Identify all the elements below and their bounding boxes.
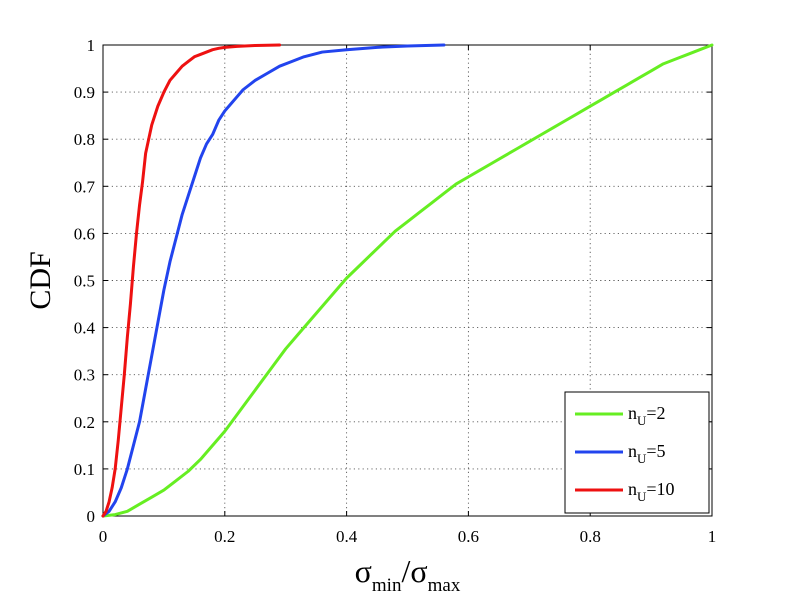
y-tick-label: 0.6 bbox=[74, 224, 95, 243]
legend-label-2: nU=5 bbox=[628, 441, 666, 466]
y-tick-label: 1 bbox=[87, 36, 96, 55]
y-tick-label: 0.1 bbox=[74, 460, 95, 479]
legend-label-sub: U bbox=[637, 413, 647, 428]
x-axis-title-part: / bbox=[401, 553, 410, 589]
series-line-3 bbox=[101, 43, 282, 518]
y-tick-label: 0.5 bbox=[74, 272, 95, 291]
legend-label-sub: U bbox=[637, 489, 647, 504]
legend-label-rest: =5 bbox=[646, 441, 665, 461]
legend-label-rest: =2 bbox=[646, 403, 665, 423]
x-axis-title-subscript: max bbox=[428, 575, 461, 594]
y-tick-label: 0.2 bbox=[74, 413, 95, 432]
series-line-2 bbox=[101, 43, 446, 518]
legend-label-base: n bbox=[628, 403, 637, 423]
legend-label-1: nU=2 bbox=[628, 403, 666, 428]
ticks: 0 0.2 0.4 0.6 0.8 1 0 0.1 0.2 0.3 0.4 0.5 0.6 0.7 0.8 0… bbox=[74, 36, 717, 546]
legend-label-rest: =10 bbox=[646, 479, 674, 499]
x-axis-title-subscript: min bbox=[372, 575, 402, 594]
y-tick-label: 0.4 bbox=[74, 319, 96, 338]
y-axis-title: CDF bbox=[24, 251, 57, 309]
y-tick-label: 0.3 bbox=[74, 366, 95, 385]
legend: nU=2nU=5nU=10 bbox=[564, 391, 710, 514]
series-line-1 bbox=[101, 43, 714, 518]
x-axis-title-part: σ bbox=[410, 553, 427, 589]
x-tick-label: 0.2 bbox=[214, 527, 235, 546]
y-tick-label: 0.9 bbox=[74, 83, 95, 102]
legend-label-sub: U bbox=[637, 451, 647, 466]
y-tick-label: 0.7 bbox=[74, 177, 96, 196]
x-tick-label: 1 bbox=[708, 527, 717, 546]
legend-label-3: nU=10 bbox=[628, 479, 675, 504]
x-tick-label: 0.8 bbox=[580, 527, 601, 546]
legend-label-base: n bbox=[628, 479, 637, 499]
x-tick-label: 0.4 bbox=[336, 527, 358, 546]
series-layer bbox=[101, 43, 714, 518]
y-tick-label: 0 bbox=[87, 507, 96, 526]
x-tick-label: 0.6 bbox=[458, 527, 479, 546]
legend-label-base: n bbox=[628, 441, 637, 461]
x-tick-label: 0 bbox=[99, 527, 108, 546]
x-axis-title: σmin​/σmax​ bbox=[355, 553, 461, 594]
y-tick-label: 0.8 bbox=[74, 130, 95, 149]
axis-titles: CDF σmin​/σmax​ bbox=[24, 251, 461, 594]
x-axis-title-part: σ bbox=[355, 553, 372, 589]
